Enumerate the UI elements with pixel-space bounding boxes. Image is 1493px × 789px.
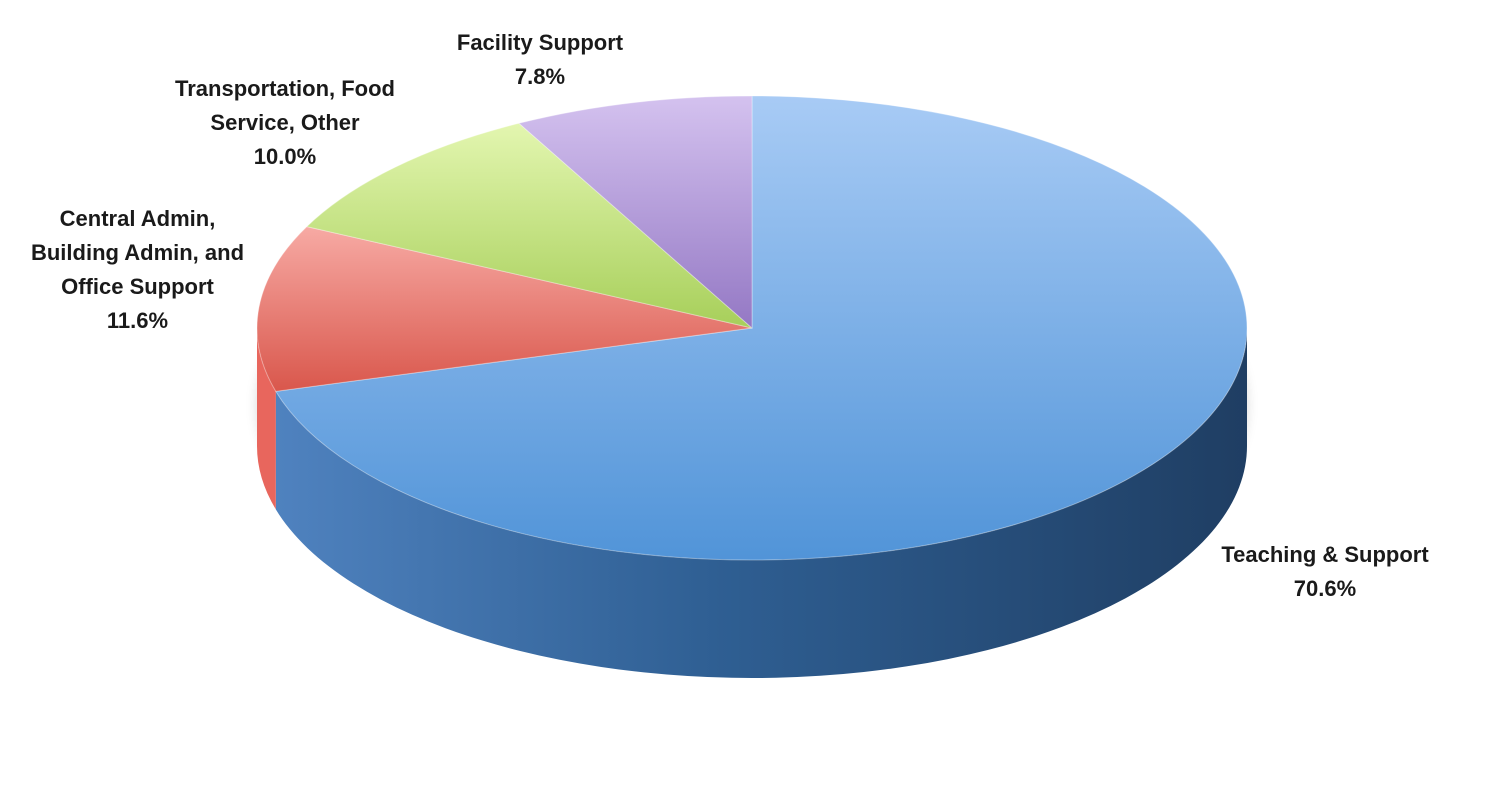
slice-label-teaching-support: Teaching & Support 70.6% <box>1205 538 1445 606</box>
slice-label-central-admin: Central Admin, Building Admin, and Office … <box>10 202 265 338</box>
slice-label-transportation: Transportation, Food Service, Other 10.0% <box>150 72 420 174</box>
pie-slice <box>517 95 753 330</box>
pie-slice <box>274 95 1248 561</box>
slice-label-name: Facility Support <box>456 30 624 55</box>
slice-label-name: Central Admin, Building Admin, and Office … <box>30 206 245 299</box>
slice-label-name: Teaching & Support <box>1221 542 1429 567</box>
slice-label-name: Transportation, Food Service, Other <box>175 76 395 135</box>
slice-label-value: 11.6% <box>106 308 169 333</box>
pie-slice <box>305 122 753 329</box>
pie-slice <box>256 226 753 392</box>
slice-label-value: 70.6% <box>1293 576 1357 601</box>
slice-label-value: 10.0% <box>253 144 317 169</box>
slice-label-value: 7.8% <box>514 64 566 89</box>
pie-slice-side <box>275 328 1248 679</box>
pie-slice-side <box>257 328 276 510</box>
slice-label-facility-support: Facility Support 7.8% <box>435 26 645 94</box>
